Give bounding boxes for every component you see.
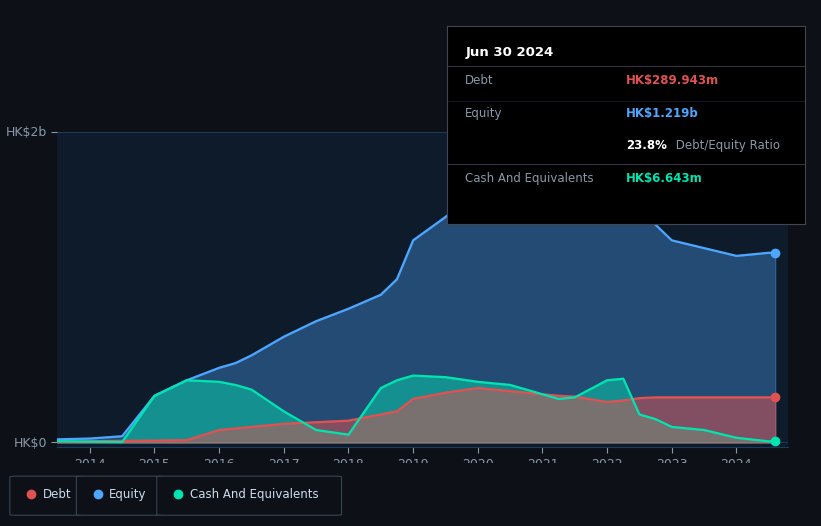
- Text: Debt: Debt: [43, 488, 71, 501]
- Text: HK$6.643m: HK$6.643m: [626, 173, 703, 185]
- Text: HK$1.219b: HK$1.219b: [626, 107, 699, 120]
- Text: Debt: Debt: [466, 74, 494, 87]
- FancyBboxPatch shape: [10, 476, 83, 515]
- Text: Jun 30 2024: Jun 30 2024: [466, 46, 553, 59]
- FancyBboxPatch shape: [157, 476, 342, 515]
- Text: Cash And Equivalents: Cash And Equivalents: [190, 488, 319, 501]
- Text: Equity: Equity: [466, 107, 502, 120]
- FancyBboxPatch shape: [76, 476, 163, 515]
- Text: HK$289.943m: HK$289.943m: [626, 74, 719, 87]
- Text: Equity: Equity: [109, 488, 147, 501]
- Text: 23.8%: 23.8%: [626, 139, 667, 151]
- Text: Debt/Equity Ratio: Debt/Equity Ratio: [672, 139, 781, 151]
- Text: Cash And Equivalents: Cash And Equivalents: [466, 173, 594, 185]
